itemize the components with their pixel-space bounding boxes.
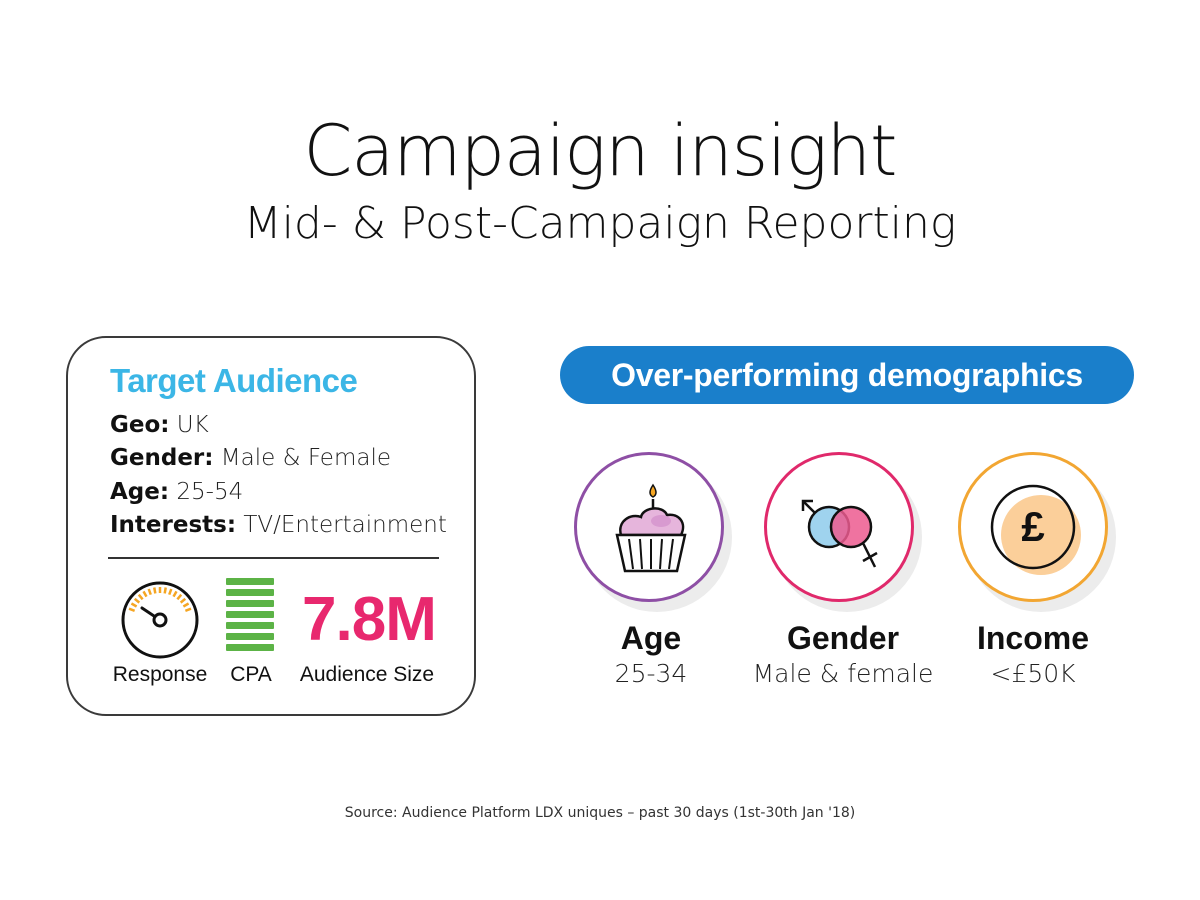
- svg-text:£: £: [1021, 503, 1044, 550]
- age-label: Age:: [110, 479, 170, 505]
- gender-demo-value: Male & female: [752, 659, 934, 688]
- gauge-tick: [142, 590, 148, 598]
- card-divider: [108, 557, 439, 559]
- interests-value: TV/Entertainment: [243, 512, 447, 538]
- age-row: Age: 25-54: [110, 479, 243, 505]
- gauge-tick: [176, 593, 183, 601]
- target-audience-card: Target Audience Geo: UK Gender: Male & F…: [66, 336, 476, 716]
- gauge-tick: [147, 588, 152, 596]
- audience-size-label: Audience Size: [299, 663, 435, 686]
- gauge-tick: [128, 607, 136, 612]
- geo-row: Geo: UK: [110, 412, 209, 438]
- income-circle: £: [958, 452, 1108, 602]
- income-demo-value: <£50K: [990, 659, 1076, 688]
- gauge-tick: [179, 597, 187, 604]
- gauge-tick: [163, 587, 167, 594]
- interests-row: Interests: TV/Entertainment: [110, 512, 447, 538]
- gender-demo-label: Gender: [786, 620, 900, 656]
- speedometer-icon: [121, 581, 199, 659]
- cpa-label: CPA: [230, 663, 272, 686]
- gauge-tick: [130, 602, 138, 608]
- pound-coin-icon: £: [990, 484, 1081, 575]
- page-subtitle: Mid- & Post-Campaign Reporting: [243, 198, 957, 249]
- age-demo-value: 25-34: [614, 659, 688, 688]
- gender-circle: [764, 452, 914, 602]
- gender-symbols-icon: [801, 499, 878, 568]
- cupcake-icon: [615, 483, 687, 573]
- page-title: Campaign insight: [303, 110, 898, 192]
- geo-value: UK: [176, 412, 209, 438]
- gauge-tick: [133, 597, 141, 604]
- age-demo-label: Age: [620, 620, 682, 656]
- gauge-tick: [182, 602, 190, 608]
- response-label: Response: [112, 663, 208, 686]
- level-bars-icon: [226, 578, 274, 651]
- interests-label: Interests:: [110, 512, 237, 538]
- geo-label: Geo:: [110, 412, 170, 438]
- audience-size-value: 7.8M: [302, 585, 437, 654]
- demographics-pill: Over-performing demographics: [560, 346, 1134, 404]
- gauge-tick: [137, 593, 144, 601]
- age-circle: [574, 452, 724, 602]
- income-demo-label: Income: [976, 620, 1090, 656]
- gender-value: Male & Female: [220, 445, 391, 471]
- gender-row: Gender: Male & Female: [110, 445, 391, 471]
- gauge-tick: [153, 587, 157, 594]
- gauge-tick: [184, 607, 192, 612]
- source-note: Source: Audience Platform LDX uniques – …: [344, 805, 856, 821]
- gauge-tick: [172, 590, 178, 598]
- gender-label: Gender:: [110, 445, 214, 471]
- target-audience-heading: Target Audience: [110, 362, 358, 399]
- age-value: 25-54: [176, 479, 244, 505]
- gauge-tick: [168, 588, 173, 596]
